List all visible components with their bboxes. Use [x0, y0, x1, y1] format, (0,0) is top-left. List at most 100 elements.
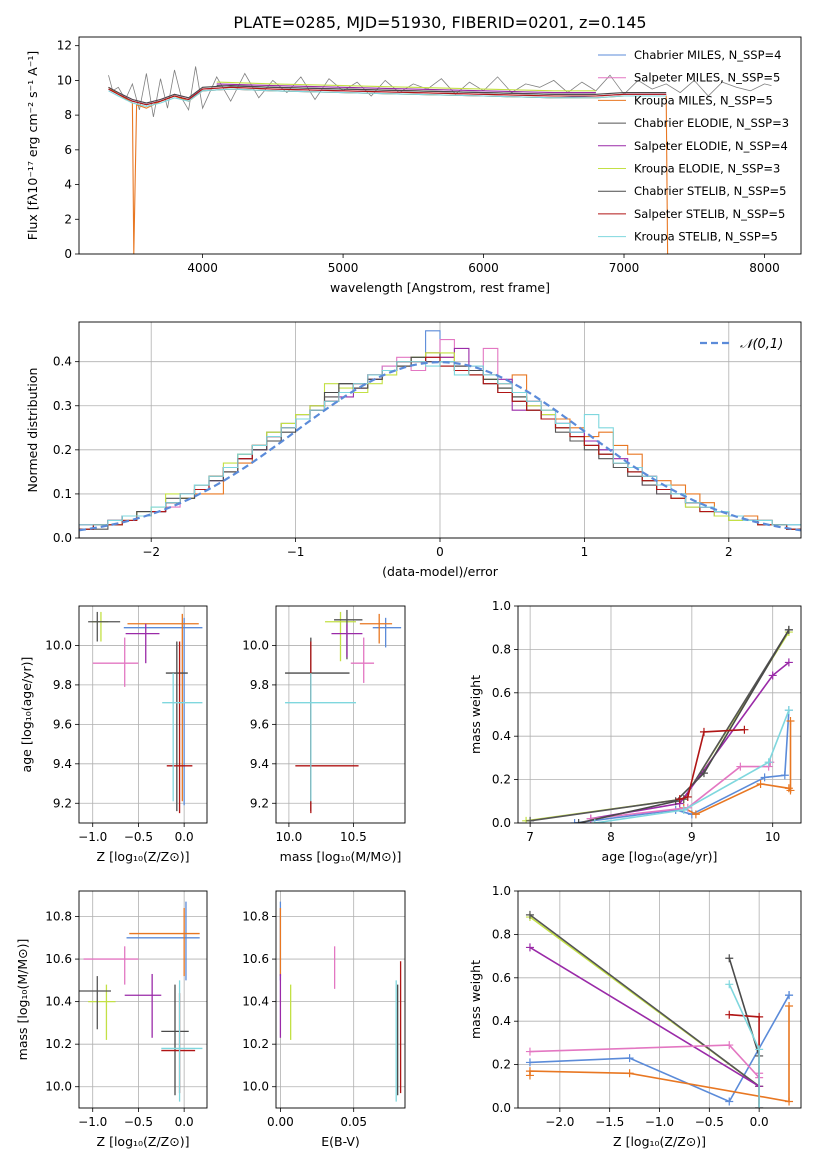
y-tick-label: 10.2 — [45, 1037, 72, 1051]
plus-marker — [785, 1002, 794, 1011]
model-line-8 — [108, 86, 667, 106]
x-tick-label: −0.5 — [695, 1115, 724, 1129]
y-tick-label: 10.6 — [242, 952, 269, 966]
plus-marker — [625, 1054, 634, 1063]
y-tick-label: 9.2 — [53, 796, 72, 810]
y-tick-label: 0.0 — [492, 1101, 511, 1115]
y-tick-label: 10.4 — [45, 995, 72, 1009]
model-line-9 — [108, 88, 667, 107]
mass-weight-line-4 — [529, 629, 790, 822]
plot-frame — [78, 890, 208, 1109]
x-axis-label: E(B-V) — [321, 1134, 360, 1149]
x-tick-label: 7000 — [609, 261, 640, 275]
model-line-5 — [216, 83, 596, 94]
legend-entry: Salpeter MILES, N_SSP=5 — [634, 71, 780, 85]
plus-marker — [785, 1097, 794, 1106]
mass-weight-line-7 — [578, 629, 790, 823]
legend-entry: Kroupa ELODIE, N_SSP=3 — [634, 162, 780, 176]
mass-vs-ebv-panel: 0.00 0.05 10.0 10.2 10.4 10.6 10.8 E(B-V) — [242, 890, 406, 1149]
legend-entry: Salpeter ELODIE, N_SSP=4 — [634, 139, 788, 153]
y-tick-label: 0.4 — [53, 355, 72, 369]
x-tick-label: −0.5 — [124, 830, 153, 844]
plus-marker — [784, 706, 793, 715]
x-tick-label: −1.0 — [645, 1115, 674, 1129]
mass-vs-metallicity-panel: −1.0 −0.5 0.0 10.0 10.2 10.4 10.6 10.8 Z [log₁₀(… — [15, 890, 208, 1149]
y-tick-label: 12 — [57, 39, 72, 53]
y-tick-label: 10.6 — [45, 952, 72, 966]
mass-weight-line-9 — [594, 709, 790, 823]
y-tick-label: 9.8 — [250, 678, 269, 692]
y-tick-label: 0.4 — [492, 729, 511, 743]
plus-marker — [699, 769, 708, 778]
y-tick-label: 0.6 — [492, 971, 511, 985]
normal-reference-curve — [79, 360, 801, 532]
plus-marker — [786, 786, 795, 795]
plus-marker — [525, 943, 534, 952]
y-tick-label: 10.8 — [45, 910, 72, 924]
x-tick-label: −0.5 — [124, 1115, 153, 1129]
x-tick-label: 0.00 — [267, 1115, 294, 1129]
mass-weight-line-1 — [574, 710, 790, 823]
legend-entry: Salpeter STELIB, N_SSP=5 — [634, 207, 785, 221]
plus-marker — [736, 762, 745, 771]
plus-marker — [570, 819, 579, 823]
plus-marker — [786, 717, 795, 726]
legend-entry: Kroupa MILES, N_SSP=5 — [634, 93, 773, 107]
x-axis-label: Z [log₁₀(Z/Z⊙)] — [97, 849, 190, 864]
histogram-series-9 — [79, 361, 801, 538]
age-vs-metallicity-panel: −1.0 −0.5 0.0 9.2 9.4 9.6 9.8 10.0 Z [log₁₀(Z/Z⊙… — [19, 605, 208, 864]
y-axis-label: Flux [fλ10⁻¹⁷ erg cm⁻² s⁻¹ A⁻¹] — [25, 51, 40, 240]
plot-frame — [275, 890, 406, 1109]
plus-marker — [679, 805, 688, 814]
mass-weight-vs-metallicity-panel: −2.0 −1.5 −1.0 −0.5 0.0 0.0 0.2 0.4 0.6 0.8 1.0 Z [… — [468, 884, 802, 1149]
plus-marker — [586, 814, 595, 823]
y-tick-label: 0.2 — [492, 1058, 511, 1072]
x-tick-label: −1 — [287, 545, 305, 559]
x-axis-label: (data-model)/error — [382, 564, 499, 579]
plot-frame — [78, 36, 802, 255]
y-tick-label: 0.8 — [492, 927, 511, 941]
plus-marker — [574, 819, 583, 823]
plus-marker — [780, 771, 789, 780]
x-tick-label: −2 — [142, 545, 160, 559]
x-tick-label: 10 — [765, 830, 780, 844]
y-tick-label: 0.2 — [53, 443, 72, 457]
x-tick-label: 0.0 — [175, 1115, 194, 1129]
y-tick-label: 2 — [64, 212, 72, 226]
plus-marker — [625, 1069, 634, 1078]
y-axis-label: mass weight — [468, 675, 483, 754]
x-tick-label: −1.0 — [78, 830, 107, 844]
plus-marker — [671, 797, 680, 806]
plus-marker — [525, 910, 534, 919]
x-tick-label: −2.0 — [545, 1115, 574, 1129]
y-tick-label: 0.6 — [492, 686, 511, 700]
x-tick-label: 0.0 — [750, 1115, 769, 1129]
plus-marker — [725, 954, 734, 963]
x-axis-label: mass [log₁₀(M/M⊙)] — [280, 849, 402, 864]
plus-marker — [590, 819, 599, 823]
plot-frame — [275, 605, 406, 824]
y-tick-label: 4 — [64, 178, 72, 192]
y-tick-label: 10.0 — [242, 1080, 269, 1094]
age-vs-mass-panel: 10.0 10.5 9.2 9.4 9.6 9.8 10.0 mass [log₁₀(M/M⊙… — [242, 605, 406, 864]
legend-entry: Chabrier MILES, N_SSP=4 — [634, 48, 781, 62]
y-tick-label: 1.0 — [492, 884, 511, 898]
x-axis-label: wavelength [Angstrom, rest frame] — [330, 280, 550, 295]
y-tick-label: 10.0 — [45, 1080, 72, 1094]
x-tick-label: 0 — [436, 545, 444, 559]
mass-weight-line-9 — [728, 983, 760, 1108]
plus-marker — [525, 1047, 534, 1056]
mass-weight-line-5 — [590, 661, 790, 820]
y-tick-label: 0.1 — [53, 487, 72, 501]
y-axis-label: age [log₁₀(age/yr)] — [19, 657, 34, 773]
y-tick-label: 9.8 — [53, 678, 72, 692]
x-axis-label: Z [log₁₀(Z/Z⊙)] — [97, 1134, 190, 1149]
x-tick-label: 8000 — [749, 261, 780, 275]
x-tick-label: 0.05 — [340, 1115, 367, 1129]
x-axis-label: Z [log₁₀(Z/Z⊙)] — [613, 1134, 706, 1149]
x-tick-label: 6000 — [468, 261, 499, 275]
y-tick-label: 0.4 — [492, 1014, 511, 1028]
mass-weight-line-2 — [683, 721, 792, 816]
y-tick-label: 10 — [57, 73, 72, 87]
y-tick-label: 0.3 — [53, 399, 72, 413]
